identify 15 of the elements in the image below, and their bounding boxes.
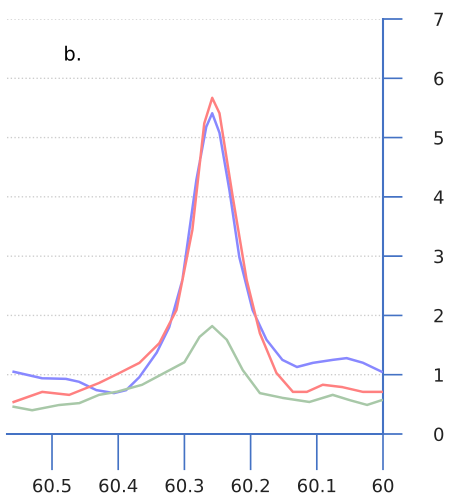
y-tick-label: 0 xyxy=(434,427,444,442)
y-tick-label: 1 xyxy=(434,368,443,382)
x-tick-label: 60 xyxy=(372,478,394,492)
y-tick-label: 4 xyxy=(434,190,444,204)
y-tick-label: 5 xyxy=(434,131,443,145)
annotation: b. xyxy=(65,46,80,61)
y-tick-label: 6 xyxy=(434,72,444,86)
y-tick-label: 2 xyxy=(434,308,443,322)
y-tick-label: 3 xyxy=(434,250,444,264)
y-tick-label: 7 xyxy=(434,12,443,26)
x-tick-label: 60.3 xyxy=(166,478,204,492)
x-tick-label: 60.5 xyxy=(33,478,71,492)
x-tick-label: 60.2 xyxy=(232,478,269,492)
x-tick-label: 60.1 xyxy=(298,478,336,492)
x-tick-label: 60.4 xyxy=(99,478,138,492)
